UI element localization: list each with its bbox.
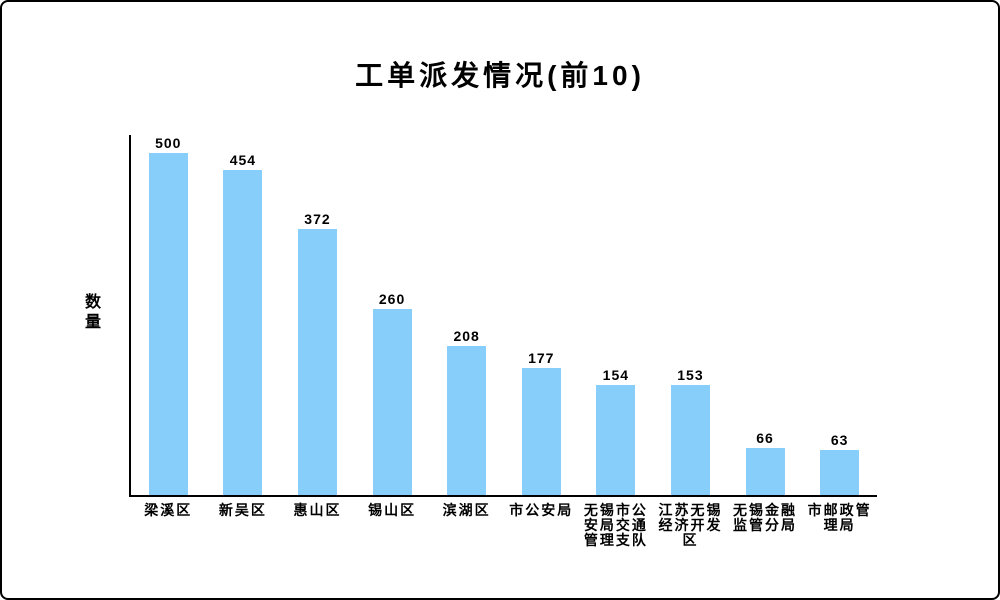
x-axis-category-label: 无锡市公安局交通管理支队 xyxy=(583,502,648,548)
y-axis-line xyxy=(129,135,131,497)
bar-slot: 500 梁溪区 xyxy=(131,135,205,518)
bar xyxy=(297,228,337,495)
bar-slot: 208 滨湖区 xyxy=(430,135,504,517)
bar xyxy=(447,346,487,495)
bar-value-label: 454 xyxy=(229,151,257,168)
x-axis-line xyxy=(129,495,877,497)
x-axis-category-label: 新吴区 xyxy=(218,502,267,518)
bar xyxy=(670,385,710,495)
x-axis-category-label: 市邮政管理局 xyxy=(807,502,872,533)
bar-value-label: 372 xyxy=(304,210,331,227)
x-axis-category-label: 江苏无锡经济开发区 xyxy=(658,502,723,548)
bar-slot: 153 江苏无锡经济开发区 xyxy=(653,135,727,547)
bar-slot: 177 市公安局 xyxy=(504,135,578,517)
chart-title: 工单派发情况(前10) xyxy=(355,60,645,91)
bar-value-label: 66 xyxy=(756,429,774,446)
bar xyxy=(745,447,785,495)
x-axis-category-label: 无锡金融监管分局 xyxy=(733,502,798,533)
bar xyxy=(820,449,860,495)
x-axis-category-label: 锡山区 xyxy=(368,502,417,518)
bar-value-label: 260 xyxy=(378,290,406,307)
plot-area: 500 梁溪区 454 新吴区 372 惠山区 260 锡山区 208 滨湖区 177 市公安局 154… xyxy=(129,135,877,548)
bar-value-label: 177 xyxy=(528,350,555,367)
bar xyxy=(596,384,636,495)
bars-container: 500 梁溪区 454 新吴区 372 惠山区 260 锡山区 208 滨湖区 177 市公安局 154… xyxy=(131,135,877,548)
bar-value-label: 500 xyxy=(155,135,182,151)
bar-value-label: 208 xyxy=(453,328,480,345)
x-axis-category-label: 市公安局 xyxy=(509,502,574,518)
x-axis-category-label: 惠山区 xyxy=(293,502,342,518)
bar xyxy=(521,368,561,495)
bar-value-label: 154 xyxy=(602,366,630,383)
y-axis-label: 数量 xyxy=(82,293,99,333)
x-axis-category-label: 滨湖区 xyxy=(442,502,491,518)
bar xyxy=(148,153,188,495)
bar-slot: 154 无锡市公安局交通管理支队 xyxy=(579,135,653,548)
bar-value-label: 63 xyxy=(830,431,849,448)
x-axis-category-label: 梁溪区 xyxy=(144,502,193,518)
bar xyxy=(223,169,263,495)
bar xyxy=(372,308,412,495)
bar-slot: 63 市邮政管理局 xyxy=(803,135,877,533)
bar-slot: 66 无锡金融监管分局 xyxy=(728,135,802,533)
bar-value-label: 153 xyxy=(677,367,704,384)
bar-slot: 260 锡山区 xyxy=(355,135,429,518)
bar-slot: 372 惠山区 xyxy=(280,135,354,518)
bar-slot: 454 新吴区 xyxy=(206,135,280,518)
